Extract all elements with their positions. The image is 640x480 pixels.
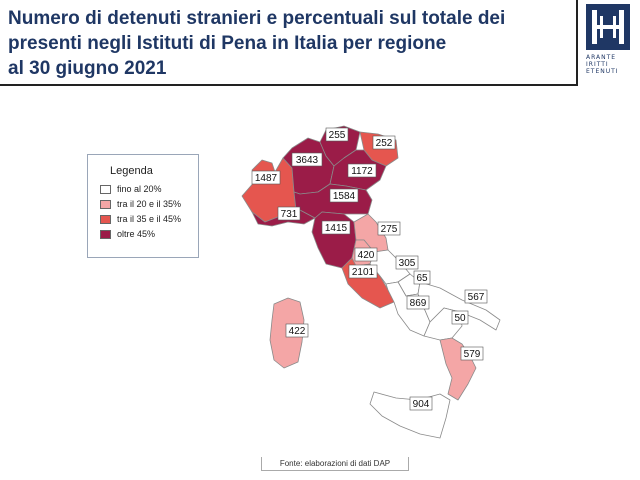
- legend-label: tra il 35 e il 45%: [117, 214, 182, 224]
- region-value: 275: [381, 224, 398, 235]
- region-value: 420: [358, 250, 375, 261]
- region-value-label: 255: [325, 127, 349, 142]
- legend-label: fino al 20%: [117, 184, 162, 194]
- region-value-label: 1584: [329, 188, 359, 203]
- region-value-label: 50: [451, 310, 469, 325]
- region-value: 50: [454, 313, 466, 324]
- region-value: 255: [329, 130, 346, 141]
- legend-swatch: [100, 229, 111, 239]
- region-value-label: 567: [464, 289, 488, 304]
- region-value: 731: [281, 209, 298, 220]
- title-line-3: al 30 giugno 2021: [8, 58, 167, 79]
- legend: Legenda fino al 20% tra il 20 e il 35% t…: [87, 154, 199, 258]
- region-value-label: 65: [413, 270, 431, 285]
- region-value-label: 579: [460, 346, 484, 361]
- region-value-label: 2101: [348, 264, 378, 279]
- region-value-label: 1487: [251, 170, 281, 185]
- region-value: 422: [289, 326, 306, 337]
- region-value-label: 1415: [321, 220, 351, 235]
- region-value-label: 305: [395, 255, 419, 270]
- region-value-label: 1172: [347, 163, 377, 178]
- region-value: 2101: [352, 267, 375, 278]
- region-value: 567: [468, 292, 485, 303]
- garante-logo-icon: [586, 4, 630, 50]
- legend-item: tra il 35 e il 45%: [100, 213, 181, 225]
- value-labels: 255 252 3643 1172 1487 1584 731 1415 275…: [251, 127, 488, 411]
- title-line-2: presenti negli Istituti di Pena in Itali…: [8, 33, 447, 54]
- region-value: 1584: [333, 191, 356, 202]
- legend-swatch: [100, 184, 111, 194]
- region-value: 579: [464, 349, 481, 360]
- source-note: Fonte: elaborazioni di dati DAP: [261, 457, 409, 471]
- region-value: 3643: [296, 155, 319, 166]
- region-toscana: [311, 211, 357, 269]
- legend-item: fino al 20%: [100, 183, 162, 195]
- region-value-label: 731: [277, 206, 301, 221]
- garante-logo: ARANTE IRITTI ETENUTI: [582, 2, 634, 80]
- region-value: 1415: [325, 223, 348, 234]
- legend-label: oltre 45%: [117, 229, 156, 239]
- region-value: 869: [410, 298, 427, 309]
- legend-label: tra il 20 e il 35%: [117, 199, 182, 209]
- region-value: 252: [376, 138, 393, 149]
- logo-text-3: ETENUTI: [586, 68, 619, 75]
- region-value-label: 275: [377, 221, 401, 236]
- region-value: 1172: [351, 166, 373, 177]
- region-value: 65: [416, 273, 428, 284]
- region-value-label: 904: [409, 396, 433, 411]
- region-value-label: 420: [354, 247, 378, 262]
- legend-swatch: [100, 214, 111, 224]
- region-value-label: 869: [406, 295, 430, 310]
- region-value: 904: [413, 399, 430, 410]
- legend-item: oltre 45%: [100, 228, 155, 240]
- region-value: 305: [399, 258, 416, 269]
- title-box: Numero di detenuti stranieri e percentua…: [0, 0, 578, 86]
- region-value-label: 252: [372, 135, 396, 150]
- logo-text-1: ARANTE: [586, 54, 617, 61]
- logo-text-2: IRITTI: [586, 61, 609, 68]
- legend-item: tra il 20 e il 35%: [100, 198, 181, 210]
- legend-swatch: [100, 199, 111, 209]
- region-value: 1487: [255, 173, 278, 184]
- title-line-1: Numero di detenuti stranieri e percentua…: [8, 8, 506, 29]
- legend-title: Legenda: [110, 165, 153, 177]
- region-value-label: 422: [285, 323, 309, 338]
- region-value-label: 3643: [291, 152, 323, 167]
